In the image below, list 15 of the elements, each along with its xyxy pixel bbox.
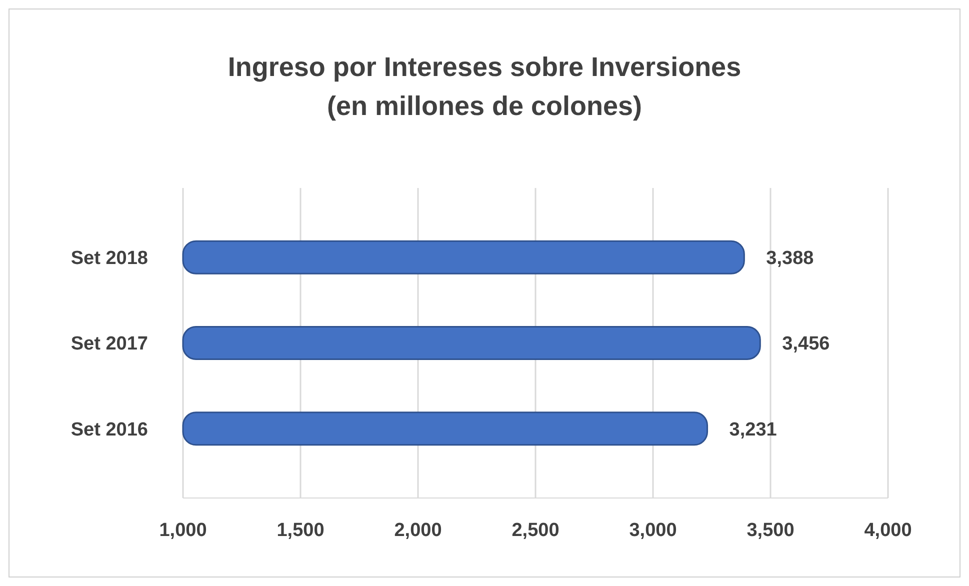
x-tick-label: 4,000 <box>864 520 912 541</box>
data-label: 3,388 <box>766 248 814 270</box>
x-tick-label: 2,500 <box>512 520 560 541</box>
data-label: 3,456 <box>782 334 830 355</box>
chart-subtitle: (en millones de colones) <box>326 91 642 121</box>
x-tick-label: 1,000 <box>159 520 207 541</box>
x-tick-label: 3,000 <box>629 520 677 541</box>
y-tick-label: Set 2018 <box>70 248 148 270</box>
y-tick-label: Set 2016 <box>70 419 148 440</box>
data-label: 3,231 <box>729 419 778 440</box>
y-tick-label: Set 2017 <box>70 334 148 355</box>
x-tick-label: 2,000 <box>394 520 442 541</box>
chart-title: Ingreso por Intereses sobre Inversiones <box>228 52 742 82</box>
x-tick-label: 1,500 <box>276 520 324 541</box>
x-tick-label: 3,500 <box>746 520 794 541</box>
